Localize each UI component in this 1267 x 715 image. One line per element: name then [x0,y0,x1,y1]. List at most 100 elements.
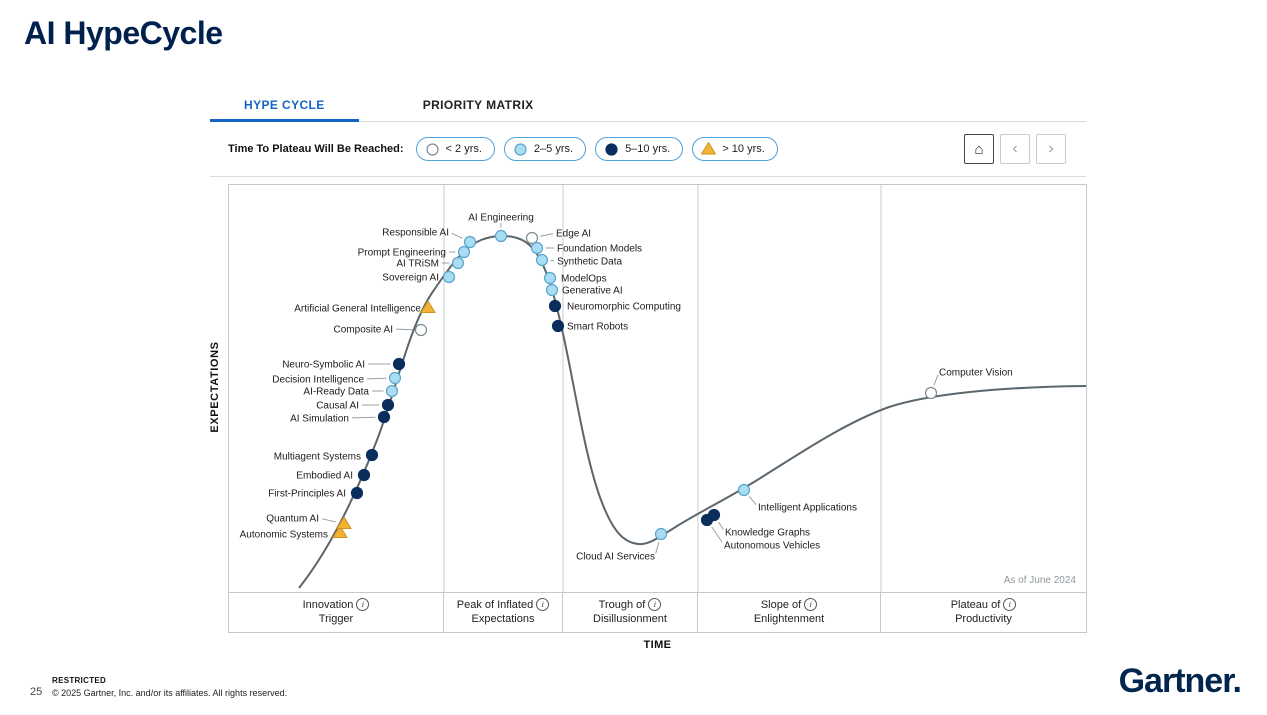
legend-marker-shape[interactable] [427,144,438,155]
point-quantum-ai[interactable] [337,517,351,529]
label-ai-simulation: AI Simulation [290,414,349,425]
leader-autonomous-vehicles [712,527,723,542]
point-composite-ai[interactable] [416,325,427,336]
legend-item-label: 5–10 yrs. [625,143,670,155]
legend-y25-marker-icon [513,142,528,156]
point-cloud-ai-services[interactable] [656,529,667,540]
label-first-principles-ai: First-Principles AI [268,489,346,500]
label-composite-ai: Composite AI [334,325,393,336]
point-foundation-models[interactable] [532,243,543,254]
legend-item-label: < 2 yrs. [446,143,482,155]
phase-line2: Enlightenment [698,612,880,626]
leader-responsible-ai [452,233,463,238]
point-computer-vision[interactable] [926,388,937,399]
label-sovereign-ai: Sovereign AI [382,273,439,284]
info-icon[interactable]: i [648,598,661,611]
label-decision-intelligence: Decision Intelligence [272,375,364,386]
tab-hype-cycle[interactable]: HYPE CYCLE [210,88,359,121]
point-ai-trism[interactable] [453,258,464,269]
legend-item-label: 2–5 yrs. [534,143,573,155]
point-neuro-symbolic-ai[interactable] [394,359,405,370]
legend-items: < 2 yrs. 2–5 yrs. 5–10 yrs. > 10 yrs. [416,137,778,161]
point-smart-robots[interactable] [553,321,564,332]
prev-button[interactable]: ‹ [1000,134,1030,164]
leader-quantum-ai [322,519,336,522]
point-generative-ai[interactable] [547,285,558,296]
point-sovereign-ai[interactable] [444,272,455,283]
point-embodied-ai[interactable] [359,470,370,481]
leader-cloud-ai-services [656,542,659,553]
label-generative-ai: Generative AI [562,286,623,297]
phase-line2: Disillusionment [563,612,697,626]
page-number: 25 [30,686,42,698]
y-axis-label: EXPECTATIONS [209,287,221,487]
tab-priority-matrix[interactable]: PRIORITY MATRIX [389,88,568,121]
label-modelops: ModelOps [561,274,607,285]
label-neuromorphic-computing: Neuromorphic Computing [567,302,681,313]
label-artificial-general-intelligence: Artificial General Intelligence [294,304,421,315]
legend-marker-shape[interactable] [606,144,617,155]
label-knowledge-graphs: Knowledge Graphs [725,528,810,539]
phase-line1: Trough of [599,599,646,611]
point-autonomous-vehicles[interactable] [702,515,713,526]
label-quantum-ai: Quantum AI [266,514,319,525]
point-multiagent-systems[interactable] [367,450,378,461]
point-intelligent-applications[interactable] [739,485,750,496]
info-icon[interactable]: i [1003,598,1016,611]
leader-intelligent-applications [749,497,756,505]
legend-item-y510[interactable]: 5–10 yrs. [595,137,683,161]
leader-knowledge-graphs [719,522,724,529]
hype-curve [299,236,1086,588]
point-first-principles-ai[interactable] [352,488,363,499]
label-ai-engineering: AI Engineering [468,213,534,224]
chevron-left-icon: ‹ [1012,140,1017,158]
page-title: AI HypeCycle [24,14,1267,52]
next-button[interactable]: › [1036,134,1066,164]
point-modelops[interactable] [545,273,556,284]
home-button[interactable]: ⌂ [964,134,994,164]
label-intelligent-applications: Intelligent Applications [758,503,857,514]
label-embodied-ai: Embodied AI [296,471,353,482]
point-ai-ready-data[interactable] [387,386,398,397]
phase-line1: Peak of Inflated [457,599,533,611]
label-prompt-engineering: Prompt Engineering [358,248,446,259]
leader-ai-simulation [352,417,376,418]
phase-line1: Plateau of [951,599,1001,611]
legend-item-y25[interactable]: 2–5 yrs. [504,137,586,161]
point-causal-ai[interactable] [383,400,394,411]
main-content: HYPE CYCLE PRIORITY MATRIX Time To Plate… [210,88,1086,651]
point-ai-engineering[interactable] [496,231,507,242]
point-neuromorphic-computing[interactable] [550,301,561,312]
tabs: HYPE CYCLE PRIORITY MATRIX [210,88,1086,122]
leader-computer-vision [934,375,938,385]
point-edge-ai[interactable] [527,233,538,244]
phase-line1: Slope of [761,599,801,611]
legend-item-gt10[interactable]: > 10 yrs. [692,137,778,161]
legend-item-lt2[interactable]: < 2 yrs. [416,137,495,161]
info-icon[interactable]: i [536,598,549,611]
info-icon[interactable]: i [356,598,369,611]
point-decision-intelligence[interactable] [390,373,401,384]
legend-item-label: > 10 yrs. [722,143,765,155]
legend-y510-marker-icon [604,142,619,156]
label-autonomous-vehicles: Autonomous Vehicles [724,541,820,552]
leader-edge-ai [540,234,553,237]
point-ai-simulation[interactable] [379,412,390,423]
label-computer-vision: Computer Vision [939,368,1013,379]
legend-gt10-marker-icon [701,142,716,156]
point-prompt-engineering[interactable] [459,247,470,258]
legend-marker-shape[interactable] [702,143,716,155]
label-autonomic-systems: Autonomic Systems [240,530,328,541]
legend-marker-shape[interactable] [515,144,526,155]
label-foundation-models: Foundation Models [557,244,642,255]
point-responsible-ai[interactable] [465,237,476,248]
info-icon[interactable]: i [804,598,817,611]
point-synthetic-data[interactable] [537,255,548,266]
